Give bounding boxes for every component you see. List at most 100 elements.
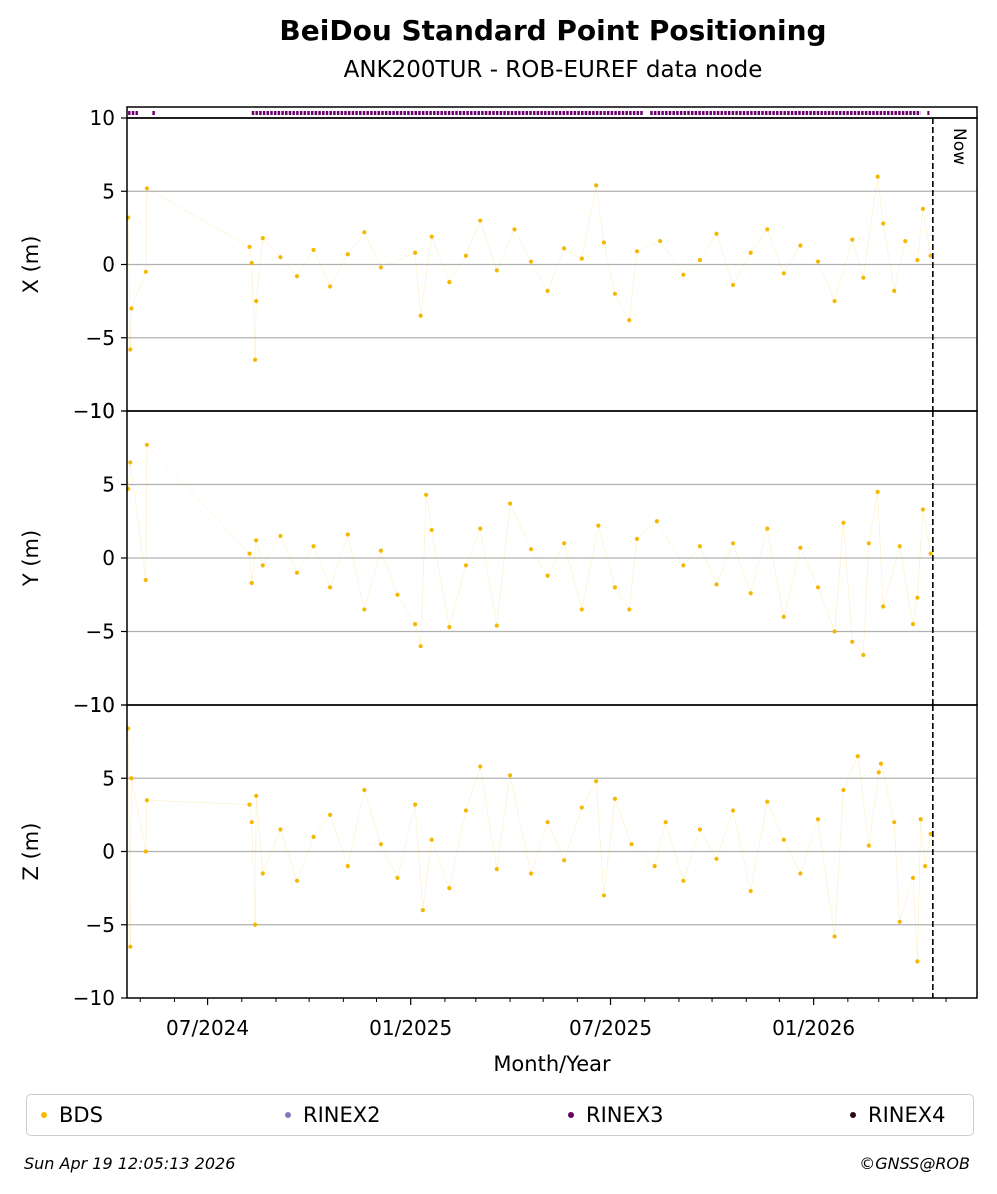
data-point-bds bbox=[528, 259, 534, 264]
data-point-bds bbox=[252, 922, 258, 927]
data-point-bds bbox=[129, 306, 134, 311]
y-tick-label: 10 bbox=[90, 106, 115, 130]
data-point-bds bbox=[765, 227, 770, 232]
legend-item-rinex3: RINEX3 bbox=[568, 1103, 664, 1127]
data-point-bds bbox=[311, 834, 316, 839]
legend-label: RINEX3 bbox=[586, 1103, 664, 1127]
y-tick-label: −5 bbox=[86, 913, 115, 937]
data-point-bds bbox=[861, 652, 866, 658]
data-point-bds bbox=[730, 282, 736, 288]
data-point-bds bbox=[545, 288, 550, 293]
data-point-bds bbox=[748, 250, 753, 255]
legend-label: RINEX4 bbox=[868, 1103, 946, 1127]
data-point-bds bbox=[362, 787, 367, 793]
y-tick-label: 0 bbox=[102, 253, 115, 277]
data-point-bds bbox=[881, 221, 886, 226]
data-point-bds bbox=[765, 799, 770, 804]
data-point-bds bbox=[128, 460, 133, 465]
data-point-bds bbox=[378, 548, 383, 553]
data-point-bds bbox=[328, 585, 333, 590]
data-point-bds bbox=[128, 347, 133, 352]
data-point-bds bbox=[915, 595, 920, 600]
data-point-bds bbox=[328, 812, 333, 817]
y-tick-label: 10 bbox=[90, 399, 115, 423]
chart-title: BeiDou Standard Point Positioning bbox=[279, 14, 827, 47]
data-point-bds bbox=[841, 520, 846, 525]
data-point-bds bbox=[345, 532, 350, 537]
data-point-bds bbox=[892, 820, 897, 825]
data-point-bds bbox=[254, 299, 259, 304]
data-point-bds bbox=[634, 249, 640, 254]
data-point-bds bbox=[143, 269, 148, 274]
data-point-bds bbox=[579, 805, 584, 810]
data-point-bds bbox=[923, 864, 928, 869]
data-point-bds bbox=[748, 888, 753, 894]
data-point-bds bbox=[897, 919, 902, 924]
data-point-bds bbox=[345, 864, 350, 869]
data-point-bds bbox=[494, 268, 499, 273]
data-point-bds bbox=[328, 284, 333, 289]
data-point-bds bbox=[652, 864, 657, 869]
x-tick-label: 07/2025 bbox=[569, 1016, 652, 1040]
legend-label: BDS bbox=[59, 1103, 103, 1127]
legend-marker bbox=[850, 1112, 856, 1118]
y-tick-label: −10 bbox=[73, 693, 115, 717]
data-point-bds bbox=[429, 234, 434, 239]
data-point-bds bbox=[278, 533, 283, 539]
data-point-bds bbox=[278, 827, 283, 832]
data-point-bds bbox=[144, 442, 149, 447]
y-axis-label: X (m) bbox=[19, 236, 43, 294]
legend-item-rinex4: RINEX4 bbox=[850, 1103, 946, 1127]
x-tick-label: 01/2026 bbox=[772, 1016, 855, 1040]
data-point-bds bbox=[254, 538, 259, 543]
data-point-bds bbox=[765, 526, 770, 531]
data-point-bds bbox=[855, 754, 860, 759]
data-point-bds bbox=[249, 260, 254, 266]
data-point-bds bbox=[730, 541, 736, 546]
data-point-bds bbox=[841, 787, 846, 793]
data-point-bds bbox=[798, 545, 803, 550]
data-point-bds bbox=[910, 875, 916, 880]
data-point-bds bbox=[362, 230, 367, 235]
data-point-bds bbox=[247, 551, 252, 556]
data-point-bds bbox=[920, 206, 926, 211]
data-point-bds bbox=[129, 776, 134, 781]
data-point-bds bbox=[866, 541, 871, 546]
data-point-bds bbox=[714, 231, 719, 236]
timestamp: Sun Apr 19 12:05:13 2026 bbox=[24, 1154, 236, 1173]
data-point-bds bbox=[562, 246, 567, 251]
data-point-bds bbox=[294, 274, 300, 279]
y-tick-label: −5 bbox=[86, 326, 115, 350]
data-point-bds bbox=[463, 563, 468, 568]
y-tick-label: −10 bbox=[73, 986, 115, 1010]
data-point-bds bbox=[294, 878, 300, 883]
data-point-bds bbox=[294, 570, 300, 575]
data-point-bds bbox=[311, 247, 316, 252]
data-point-bds bbox=[478, 526, 483, 531]
series-line-bds bbox=[127, 728, 931, 962]
chart-subtitle: ANK200TUR - ROB-EUREF data node bbox=[343, 57, 763, 83]
data-point-bds bbox=[612, 291, 618, 296]
now-label: Now bbox=[949, 128, 969, 165]
data-point-bds bbox=[815, 259, 821, 264]
data-point-bds bbox=[418, 313, 423, 318]
data-point-bds bbox=[612, 585, 618, 590]
data-point-bds bbox=[910, 622, 916, 627]
data-point-bds bbox=[362, 607, 367, 612]
data-point-bds bbox=[658, 238, 663, 244]
data-point-bds bbox=[681, 272, 686, 277]
y-tick-label: 10 bbox=[90, 693, 115, 717]
legend-marker bbox=[568, 1112, 574, 1118]
data-point-bds bbox=[654, 519, 659, 524]
data-point-bds bbox=[915, 959, 920, 964]
legend-item-rinex2: RINEX2 bbox=[285, 1103, 381, 1127]
data-point-bds bbox=[144, 186, 149, 191]
data-point-bds bbox=[928, 253, 933, 258]
data-point-bds bbox=[832, 934, 837, 939]
data-point-bds bbox=[928, 831, 933, 837]
data-point-bds bbox=[612, 796, 618, 801]
data-point-bds bbox=[512, 227, 517, 232]
data-point-bds bbox=[413, 802, 418, 807]
data-point-bds bbox=[634, 536, 640, 541]
data-point-bds bbox=[918, 817, 923, 822]
